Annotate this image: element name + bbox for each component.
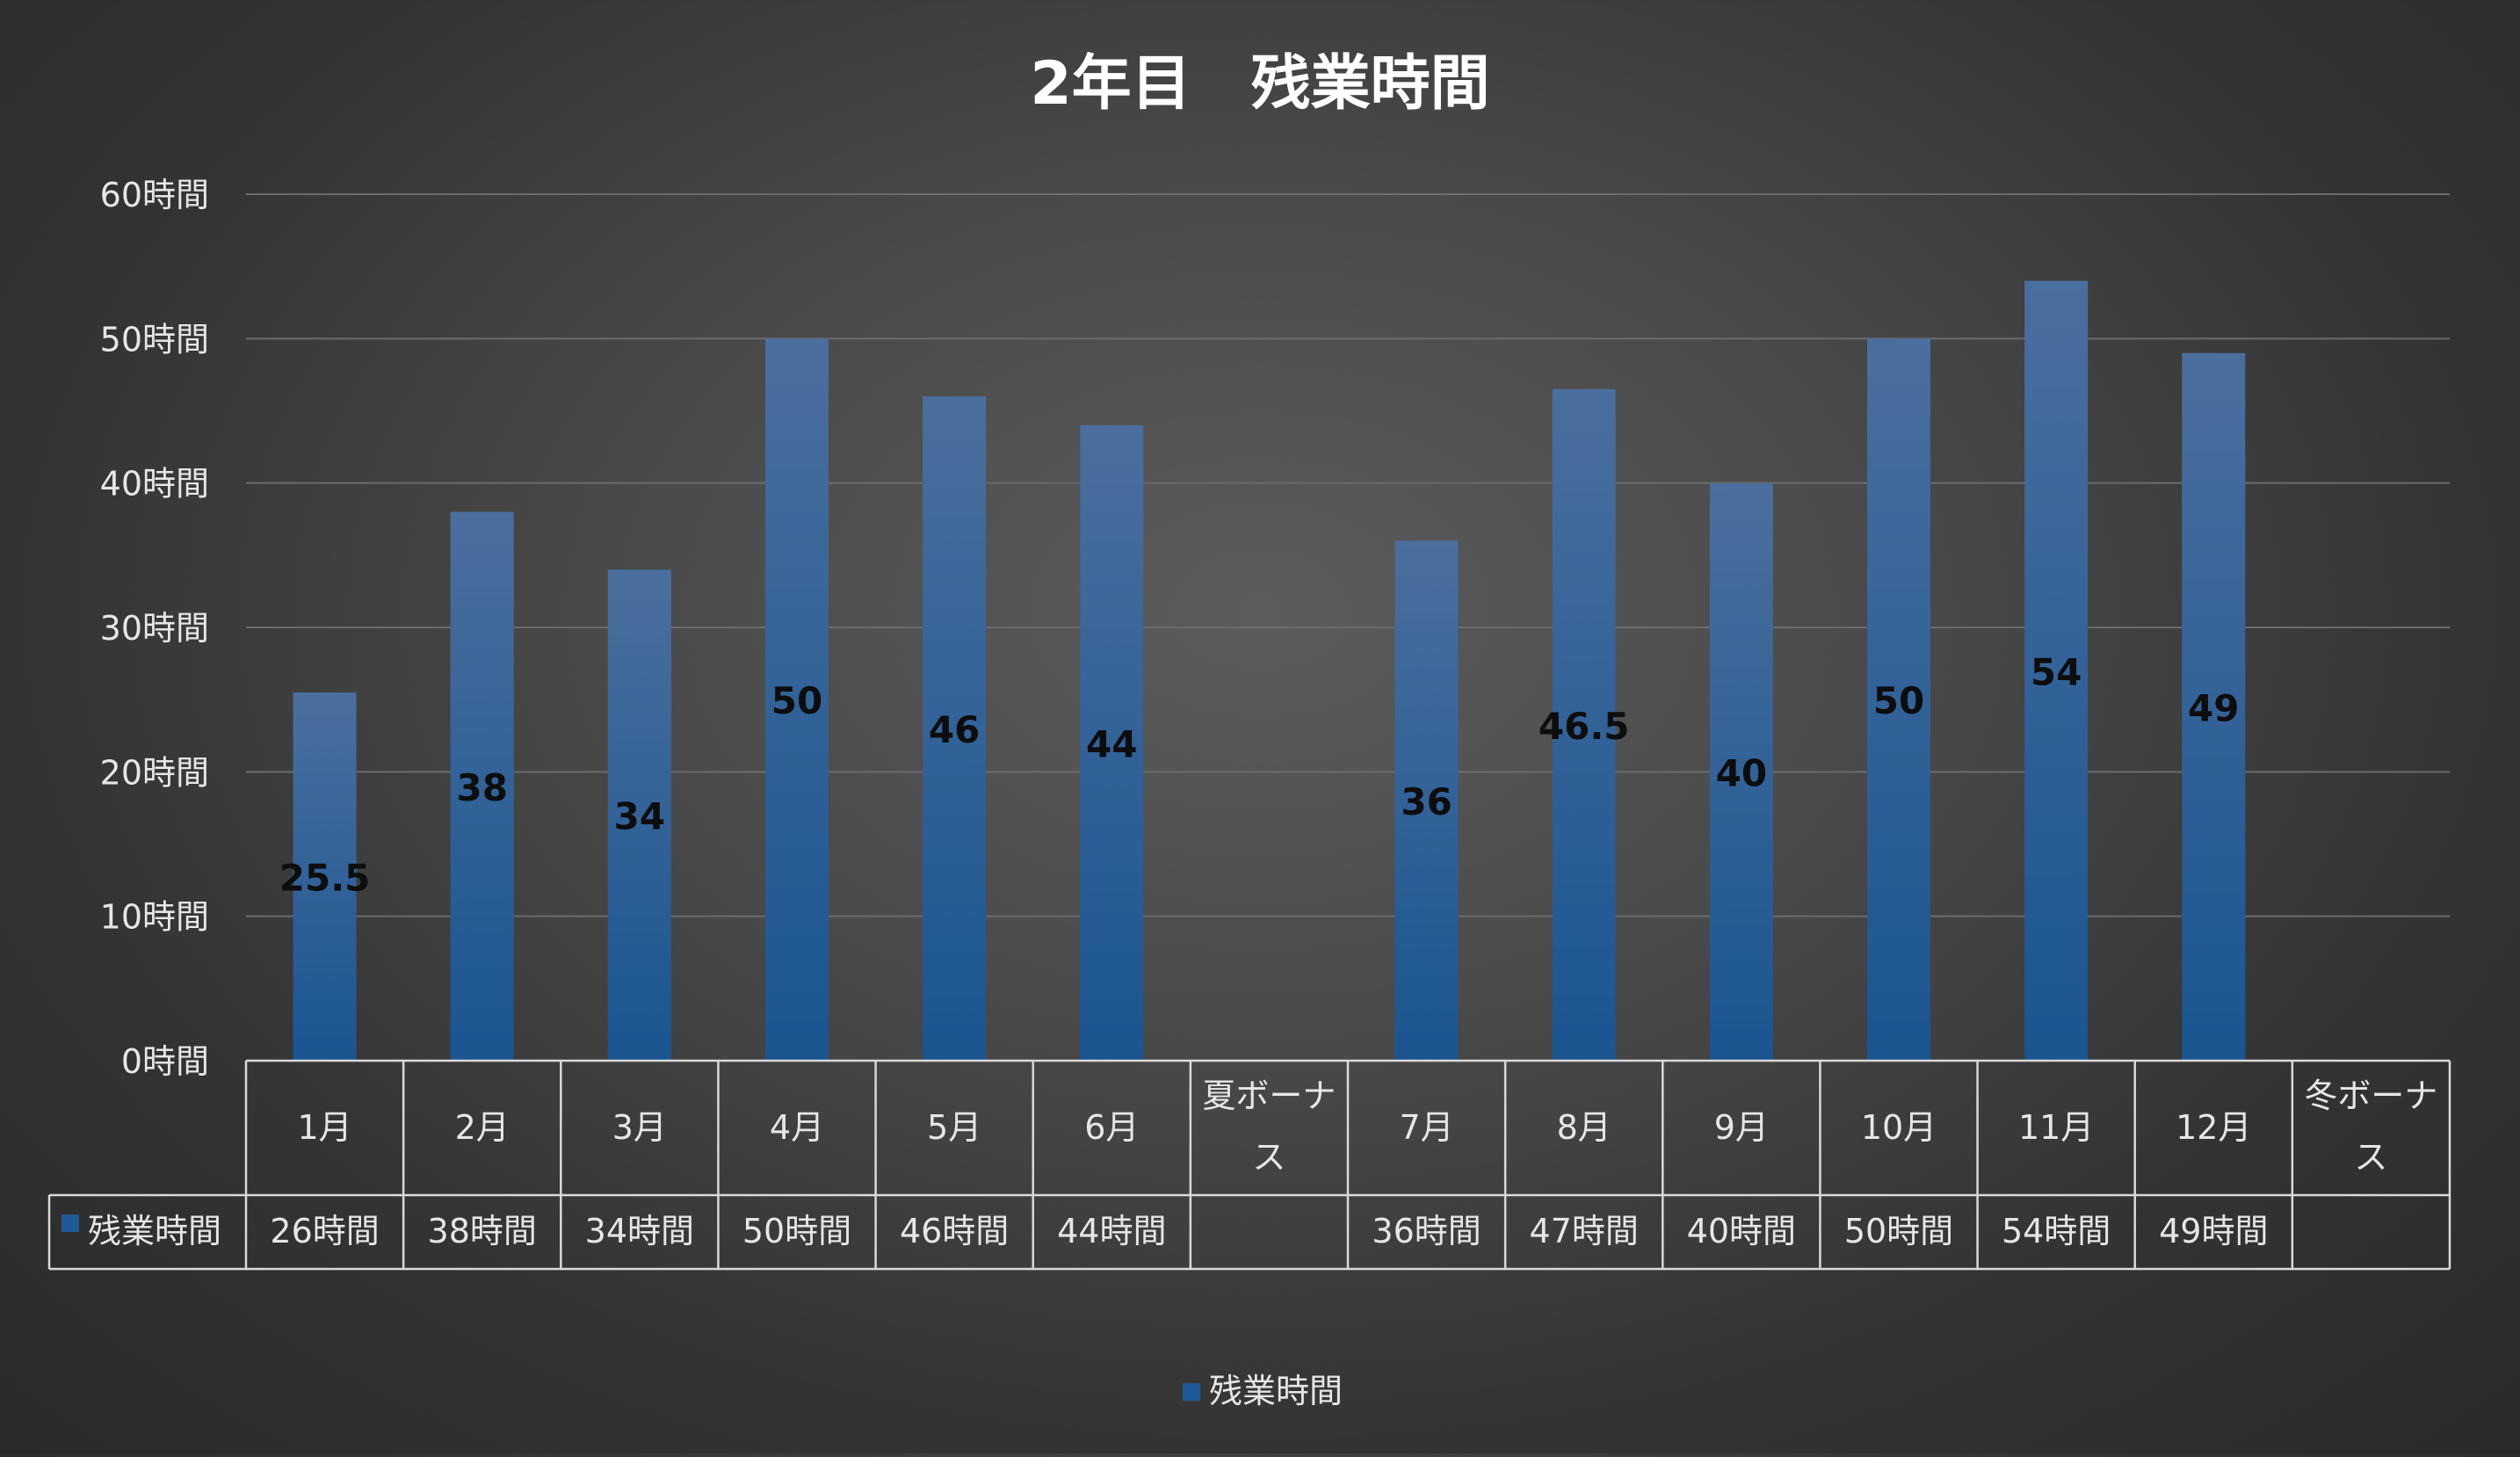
table-cell: 50時間 (742, 1212, 851, 1250)
y-tick-label: 10時間 (100, 898, 209, 937)
data-labels: 25.5 38 34 50 46 44 36 46.5 40 50 54 49 (279, 650, 2240, 899)
data-label: 40 (1716, 751, 1767, 794)
table-cell: 47時間 (1530, 1212, 1639, 1250)
y-tick-label: 50時間 (100, 320, 209, 359)
chart-title: 2年目 残業時間 (1030, 49, 1489, 119)
x-tick-label: 4月 (770, 1108, 824, 1147)
data-label: 46 (929, 708, 980, 751)
table-cell: 44時間 (1057, 1212, 1166, 1250)
bar (1709, 482, 1773, 1061)
x-tick-label: 冬ボーナス (2304, 1076, 2437, 1177)
bars (293, 280, 2246, 1062)
y-tick-label: 60時間 (100, 176, 209, 214)
x-tick-label: 6月 (1084, 1108, 1139, 1147)
data-label: 25.5 (279, 856, 371, 899)
bar (293, 692, 357, 1061)
x-tick-label: 7月 (1399, 1108, 1453, 1147)
data-label: 46.5 (1539, 705, 1630, 748)
x-tick-label: 10月 (1861, 1108, 1937, 1147)
x-tick-label: 5月 (927, 1108, 981, 1147)
x-tick-label: 11月 (2018, 1108, 2094, 1147)
legend-label: 残業時間 (1209, 1372, 1343, 1410)
y-tick-label: 0時間 (121, 1042, 209, 1081)
table-cell: 34時間 (585, 1212, 694, 1250)
table-legend-key (62, 1214, 79, 1232)
y-tick-label: 30時間 (100, 609, 209, 648)
bar (2182, 352, 2246, 1061)
data-label: 49 (2188, 686, 2239, 729)
data-label: 44 (1086, 722, 1137, 765)
table-cell: 49時間 (2159, 1212, 2268, 1250)
x-tick-label: 3月 (612, 1108, 667, 1147)
x-tick-label: 9月 (1714, 1108, 1769, 1147)
table-cell: 54時間 (2002, 1212, 2111, 1250)
x-tick-label: 2月 (455, 1108, 510, 1147)
y-tick-label: 40時間 (100, 465, 209, 504)
x-tick-label: 夏ボーナス (1202, 1076, 1336, 1177)
legend: 残業時間 (1183, 1372, 1343, 1410)
x-tick-label: 12月 (2176, 1108, 2251, 1147)
data-label: 34 (614, 795, 665, 838)
bar (923, 396, 987, 1062)
bar (1552, 388, 1616, 1062)
table-series-name: 残業時間 (88, 1212, 221, 1250)
x-tick-label: 1月 (297, 1108, 351, 1147)
bar (2024, 280, 2089, 1062)
gridlines (246, 193, 2450, 917)
bar (765, 338, 829, 1061)
table-cell: 50時間 (1844, 1212, 1953, 1250)
x-tick-label: 8月 (1557, 1108, 1611, 1147)
bar (607, 569, 671, 1061)
data-label: 54 (2031, 650, 2082, 693)
data-label: 50 (771, 679, 822, 722)
table-cell: 36時間 (1372, 1212, 1481, 1250)
bar (1394, 540, 1459, 1061)
y-axis: 0時間 10時間 20時間 30時間 40時間 50時間 60時間 (100, 176, 209, 1081)
legend-key (1183, 1383, 1200, 1401)
data-label: 38 (456, 766, 507, 809)
table-cell: 40時間 (1687, 1212, 1796, 1250)
data-label: 50 (1873, 679, 1924, 722)
bar (450, 511, 514, 1061)
table-cell: 46時間 (900, 1212, 1009, 1250)
table-cell: 26時間 (270, 1212, 379, 1250)
table-cell: 38時間 (428, 1212, 537, 1250)
y-tick-label: 20時間 (100, 753, 209, 792)
bar (1867, 338, 1930, 1061)
data-table: 1月 2月 3月 4月 5月 6月 夏ボーナス 7月 8月 9月 10月 11月 12月 冬ボーナス残業時… (47, 1059, 2451, 1271)
bar (1080, 424, 1144, 1061)
data-label: 36 (1401, 780, 1452, 823)
